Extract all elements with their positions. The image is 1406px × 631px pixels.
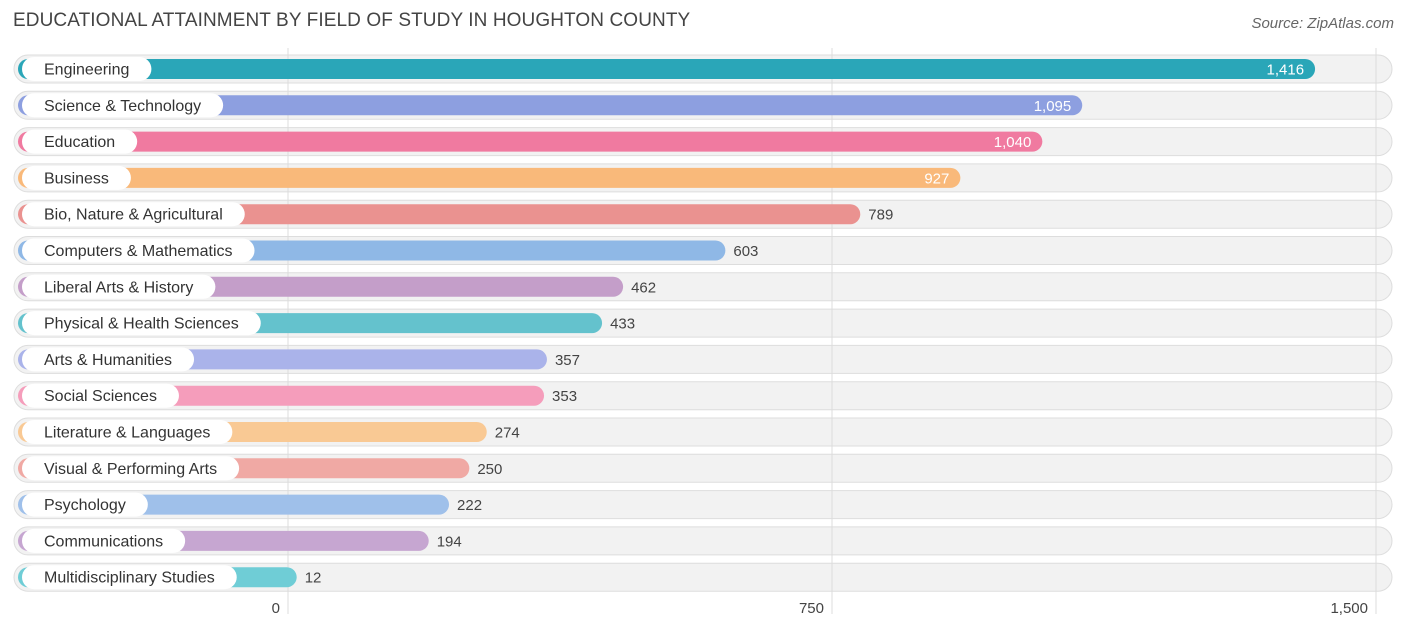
category-label: Computers & Mathematics	[44, 243, 233, 260]
value-label: 433	[610, 316, 635, 333]
value-label: 1,416	[1267, 62, 1305, 79]
bar[interactable]	[18, 59, 1316, 79]
category-label: Engineering	[44, 62, 129, 79]
category-label: Visual & Performing Arts	[44, 461, 217, 478]
value-label: 194	[437, 533, 462, 550]
category-label: Communications	[44, 533, 163, 550]
value-label: 462	[631, 279, 656, 296]
value-label: 789	[868, 207, 893, 224]
category-label-pill	[22, 129, 138, 154]
category-label-pill	[22, 57, 152, 81]
x-axis-ticks: 0 750 1,500	[272, 600, 1368, 617]
chart-title: EDUCATIONAL ATTAINMENT BY FIELD OF STUDY…	[13, 10, 691, 31]
category-label: Literature & Languages	[44, 425, 210, 442]
bar[interactable]	[18, 167, 961, 188]
category-label-pill	[22, 492, 148, 517]
row-track	[13, 562, 1393, 592]
value-label: 353	[552, 388, 577, 405]
category-label-pill	[22, 274, 216, 299]
category-label: Science & Technology	[44, 98, 201, 115]
value-label: 1,095	[1034, 98, 1072, 115]
category-label: Physical & Health Sciences	[44, 316, 239, 333]
category-label: Liberal Arts & History	[44, 279, 193, 296]
value-label: 927	[924, 170, 949, 187]
category-label: Business	[44, 170, 109, 187]
bars: Engineering 1,416 Science & Technology 1,09…	[18, 57, 1316, 590]
value-label: 222	[457, 497, 482, 514]
category-label-pill	[22, 93, 224, 118]
category-label-pill	[22, 202, 245, 227]
category-label-pill	[22, 238, 255, 263]
category-label-pill	[22, 347, 195, 372]
category-label-pill	[22, 383, 179, 408]
bar[interactable]	[18, 131, 1043, 152]
category-label: Multidisciplinary Studies	[44, 570, 215, 587]
value-label: 603	[733, 243, 758, 260]
category-label-pill	[22, 420, 233, 444]
value-label: 250	[477, 461, 502, 478]
category-label-pill	[22, 565, 237, 590]
category-label-pill	[22, 165, 131, 190]
category-label: Arts & Humanities	[44, 352, 172, 369]
category-label-pill	[22, 528, 186, 553]
category-label: Education	[44, 134, 115, 151]
category-label-pill	[22, 311, 261, 336]
value-label: 274	[495, 425, 520, 442]
x-tick-label: 0	[272, 600, 280, 617]
x-tick-label: 1,500	[1330, 600, 1368, 617]
value-label: 1,040	[994, 134, 1032, 151]
category-label: Bio, Nature & Agricultural	[44, 207, 223, 224]
x-tick-label: 750	[799, 600, 824, 617]
source-label: Source: ZipAtlas.com	[1251, 15, 1394, 32]
value-label: 357	[555, 352, 580, 369]
category-label: Social Sciences	[44, 388, 157, 405]
category-label-pill	[22, 456, 240, 481]
bar[interactable]	[18, 95, 1083, 116]
category-label: Psychology	[44, 497, 126, 514]
value-label: 12	[305, 570, 322, 587]
